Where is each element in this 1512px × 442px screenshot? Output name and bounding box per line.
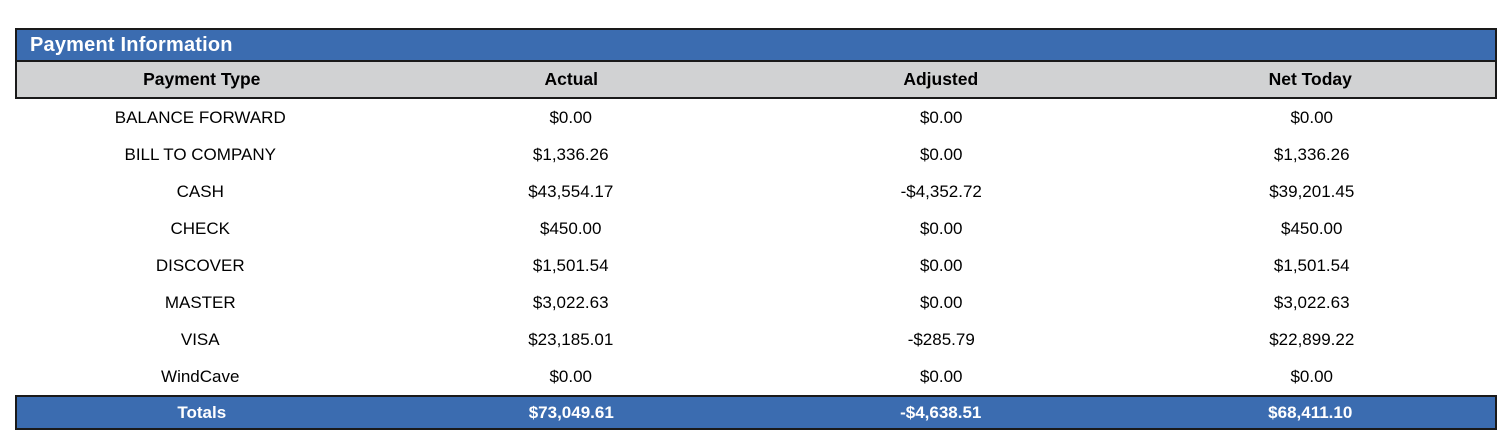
table-row: WindCave $0.00 $0.00 $0.00 bbox=[15, 358, 1497, 395]
totals-actual: $73,049.61 bbox=[528, 402, 614, 422]
adjusted-cell: $0.00 bbox=[919, 107, 963, 127]
actual-cell: $0.00 bbox=[549, 366, 593, 386]
panel-title-bar: Payment Information bbox=[15, 28, 1497, 62]
totals-adjusted: -$4,638.51 bbox=[900, 402, 982, 422]
net-today-cell: $450.00 bbox=[1281, 218, 1343, 238]
payment-type-cell: MASTER bbox=[164, 292, 236, 312]
payment-type-cell: CASH bbox=[176, 181, 224, 201]
payment-type-cell: BALANCE FORWARD bbox=[114, 107, 286, 127]
table-row: VISA $23,185.01 -$285.79 $22,899.22 bbox=[15, 321, 1497, 358]
net-today-cell: $0.00 bbox=[1290, 107, 1334, 127]
net-today-cell: $3,022.63 bbox=[1273, 292, 1350, 312]
payment-type-cell: VISA bbox=[180, 329, 220, 349]
table-row: CASH $43,554.17 -$4,352.72 $39,201.45 bbox=[15, 173, 1497, 210]
column-header-payment-type: Payment Type bbox=[143, 69, 261, 89]
payment-type-cell: BILL TO COMPANY bbox=[124, 144, 276, 164]
table-row: CHECK $450.00 $0.00 $450.00 bbox=[15, 210, 1497, 247]
table-row: BALANCE FORWARD $0.00 $0.00 $0.00 bbox=[15, 99, 1497, 136]
adjusted-cell: $0.00 bbox=[919, 218, 963, 238]
actual-cell: $23,185.01 bbox=[528, 329, 614, 349]
actual-cell: $0.00 bbox=[549, 107, 593, 127]
table-row: MASTER $3,022.63 $0.00 $3,022.63 bbox=[15, 284, 1497, 321]
totals-row: Totals $73,049.61 -$4,638.51 $68,411.10 bbox=[15, 395, 1497, 430]
table-header-row: Payment Type Actual Adjusted Net Today bbox=[15, 62, 1497, 99]
net-today-cell: $1,501.54 bbox=[1273, 255, 1350, 275]
adjusted-cell: $0.00 bbox=[919, 366, 963, 386]
actual-cell: $450.00 bbox=[540, 218, 602, 238]
net-today-cell: $22,899.22 bbox=[1269, 329, 1355, 349]
adjusted-cell: -$4,352.72 bbox=[900, 181, 982, 201]
table-row: BILL TO COMPANY $1,336.26 $0.00 $1,336.2… bbox=[15, 136, 1497, 173]
column-header-adjusted: Adjusted bbox=[903, 69, 979, 89]
payment-type-cell: DISCOVER bbox=[155, 255, 245, 275]
column-header-actual: Actual bbox=[544, 69, 598, 89]
totals-label: Totals bbox=[177, 402, 227, 422]
payment-type-cell: WindCave bbox=[161, 366, 240, 386]
table-row: DISCOVER $1,501.54 $0.00 $1,501.54 bbox=[15, 247, 1497, 284]
column-header-net-today: Net Today bbox=[1268, 69, 1352, 89]
net-today-cell: $39,201.45 bbox=[1269, 181, 1355, 201]
adjusted-cell: $0.00 bbox=[919, 255, 963, 275]
adjusted-cell: -$285.79 bbox=[907, 329, 975, 349]
actual-cell: $1,501.54 bbox=[532, 255, 609, 275]
payment-information-panel: Payment Information Payment Type Actual … bbox=[15, 28, 1497, 430]
panel-title: Payment Information bbox=[30, 33, 233, 56]
totals-net-today: $68,411.10 bbox=[1268, 402, 1353, 422]
adjusted-cell: $0.00 bbox=[919, 144, 963, 164]
adjusted-cell: $0.00 bbox=[919, 292, 963, 312]
net-today-cell: $1,336.26 bbox=[1273, 144, 1350, 164]
table-body: BALANCE FORWARD $0.00 $0.00 $0.00 BILL T… bbox=[15, 99, 1497, 395]
actual-cell: $43,554.17 bbox=[528, 181, 614, 201]
payment-type-cell: CHECK bbox=[170, 218, 230, 238]
net-today-cell: $0.00 bbox=[1290, 366, 1334, 386]
actual-cell: $3,022.63 bbox=[532, 292, 609, 312]
actual-cell: $1,336.26 bbox=[532, 144, 609, 164]
